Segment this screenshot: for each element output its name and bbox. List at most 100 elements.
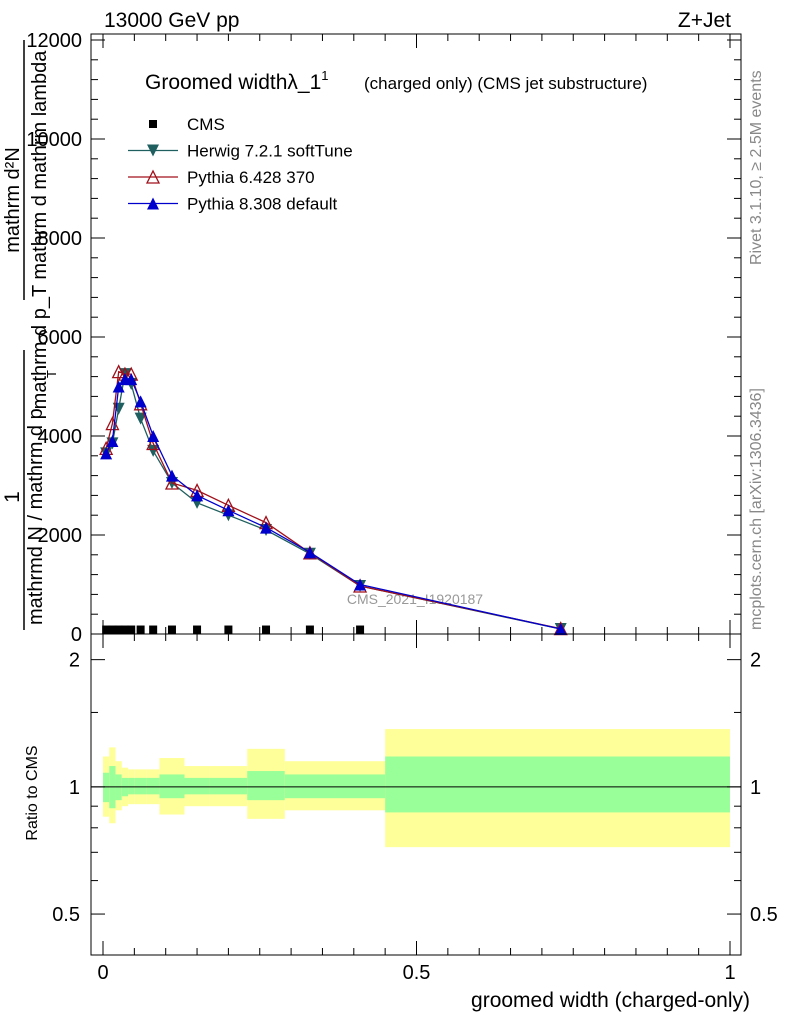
legend-marker bbox=[145, 169, 161, 184]
cms-point bbox=[262, 625, 271, 634]
header-energy: 13000 GeV pp bbox=[104, 9, 239, 32]
legend-item: CMS bbox=[149, 115, 225, 134]
cms-point bbox=[193, 625, 202, 634]
xtick-label: 0 bbox=[97, 962, 108, 984]
main-ticks bbox=[91, 34, 741, 635]
cms-point bbox=[224, 625, 233, 634]
ratio-band-inner bbox=[247, 771, 285, 801]
mcplots-label: mcplots.cern.ch [arXiv:1306.3436] bbox=[748, 388, 765, 630]
main-ylabel: 1 mathrm d²N mathrm d p_T mathrm d mathr… bbox=[1, 40, 59, 630]
legend-label: Pythia 8.308 default bbox=[187, 195, 338, 214]
ratio-band-inner bbox=[128, 777, 135, 795]
cms-point bbox=[136, 625, 145, 634]
ratio-band-inner bbox=[284, 774, 335, 799]
ylabel-denominator-bottom: mathrmd N / mathrm d p bbox=[25, 408, 47, 625]
series-point-pythia-8-308-default bbox=[100, 447, 113, 460]
ratio-band-inner bbox=[146, 777, 160, 795]
series-point-herwig-7-2-1-softtune bbox=[112, 402, 125, 415]
series-layer bbox=[99, 364, 568, 636]
ratio-plot: 0.5 0.51 12 2 0 0.5 1 Ratio to CMS groomed wi… bbox=[24, 633, 778, 1012]
cms-point bbox=[356, 625, 365, 634]
cms-point bbox=[305, 625, 314, 634]
legend-item: Pythia 6.428 370 bbox=[128, 168, 315, 187]
main-ytick-label: 12000 bbox=[26, 30, 82, 52]
ratio-ytick-label: 2 bbox=[69, 650, 80, 672]
cms-point bbox=[102, 625, 111, 634]
ratio-ticks bbox=[91, 634, 741, 955]
xtick-label: 0.5 bbox=[403, 962, 431, 984]
plot-title: Groomed widthλ_11 bbox=[145, 68, 329, 94]
ratio-ytick-label-right: 0.5 bbox=[750, 904, 778, 926]
ratio-bands bbox=[103, 729, 730, 848]
series-point-pythia-8-308-default bbox=[165, 469, 178, 482]
series-point-pythia-8-308-default bbox=[112, 380, 125, 393]
cms-point bbox=[167, 625, 176, 634]
xtick-label: 1 bbox=[724, 962, 735, 984]
main-ytick-label: 0 bbox=[71, 624, 82, 646]
series-point-pythia-8-308-default bbox=[354, 578, 367, 591]
watermark: CMS_2021_I1920187 bbox=[347, 591, 483, 607]
series-point-pythia-8-308-default bbox=[222, 504, 235, 517]
legend-item: Herwig 7.2.1 softTune bbox=[128, 142, 353, 161]
series-point-pythia-8-308-default bbox=[106, 434, 119, 447]
series-point-pythia-8-308-default bbox=[125, 373, 138, 386]
ratio-band-inner bbox=[103, 772, 110, 803]
series-point-pythia-8-308-default bbox=[191, 489, 204, 502]
series-point-pythia-6-428-370 bbox=[105, 416, 120, 431]
series-point-pythia-8-308-default bbox=[147, 430, 160, 442]
legend: CMS Herwig 7.2.1 softTune Pythia 6.428 370… bbox=[128, 115, 353, 214]
series-line-pythia-8-308-default bbox=[105, 378, 561, 630]
xlabel: groomed width (charged-only) bbox=[471, 989, 750, 1012]
legend-label: Pythia 6.428 370 bbox=[187, 168, 315, 187]
ylabel-numerator: mathrm d²N bbox=[2, 147, 24, 253]
cms-data-points bbox=[102, 625, 365, 634]
ratio-ytick-label-right: 1 bbox=[750, 777, 761, 799]
ratio-band-inner bbox=[334, 774, 386, 799]
header-process: Z+Jet bbox=[678, 9, 731, 32]
ratio-ytick-label-right: 2 bbox=[750, 650, 761, 672]
ratio-band-inner bbox=[159, 774, 185, 799]
series-point-pythia-6-428-370 bbox=[164, 475, 180, 490]
ratio-ytick-label: 1 bbox=[69, 777, 80, 799]
main-plot: 0 2000 4000 6000 8000 10000 12000 CMS_2021_I19… bbox=[26, 30, 742, 646]
ratio-ytick-label: 0.5 bbox=[52, 904, 80, 926]
series-herwig-7-2-1-softtune bbox=[100, 368, 567, 636]
legend-label: Herwig 7.2.1 softTune bbox=[187, 142, 353, 161]
series-point-pythia-8-308-default bbox=[134, 395, 147, 408]
ylabel-denominator-top: mathrm d p_T mathrm d mathrm lambda bbox=[29, 50, 51, 410]
main-ytick-label: 6000 bbox=[38, 327, 83, 349]
main-ytick-label: 2000 bbox=[38, 525, 83, 547]
cms-point bbox=[127, 625, 136, 634]
plot-subtitle: (charged only) (CMS jet substructure) bbox=[364, 74, 647, 93]
cms-point bbox=[108, 625, 117, 634]
legend-item: Pythia 8.308 default bbox=[128, 195, 338, 214]
ylabel-sub: T bbox=[44, 370, 59, 378]
main-ytick-label: 10000 bbox=[26, 129, 82, 151]
series-pythia-8-308-default bbox=[100, 373, 567, 636]
series-point-herwig-7-2-1-softtune bbox=[134, 412, 147, 425]
legend-marker bbox=[147, 144, 159, 157]
cms-point bbox=[120, 625, 129, 634]
ratio-ytick-labels: 0.5 0.5 1 1 2 2 bbox=[52, 650, 778, 926]
cms-point bbox=[114, 625, 123, 634]
ratio-ylabel: Ratio to CMS bbox=[24, 745, 41, 840]
series-point-pythia-8-308-default bbox=[260, 521, 273, 534]
series-point-pythia-8-308-default bbox=[554, 623, 567, 636]
main-ytick-labels: 0 2000 4000 6000 8000 10000 12000 bbox=[26, 30, 82, 646]
ratio-band-inner bbox=[184, 777, 210, 795]
main-ytick-label: 4000 bbox=[38, 426, 83, 448]
ylabel-one: 1 bbox=[1, 491, 24, 503]
plot-title-sup: 1 bbox=[321, 68, 328, 83]
series-pythia-6-428-370 bbox=[99, 364, 568, 636]
legend-marker bbox=[149, 120, 157, 128]
series-line-pythia-6-428-370 bbox=[105, 370, 561, 630]
series-line-herwig-7-2-1-softtune bbox=[105, 372, 561, 630]
ratio-band-inner bbox=[385, 756, 730, 813]
xtick-labels: 0 0.5 1 bbox=[97, 962, 735, 984]
ratio-band-inner bbox=[209, 777, 248, 795]
legend-marker bbox=[147, 197, 159, 210]
legend-label: CMS bbox=[187, 115, 225, 134]
plot-title-main: Groomed widthλ_1 bbox=[145, 71, 321, 94]
series-point-herwig-7-2-1-softtune bbox=[147, 444, 160, 457]
